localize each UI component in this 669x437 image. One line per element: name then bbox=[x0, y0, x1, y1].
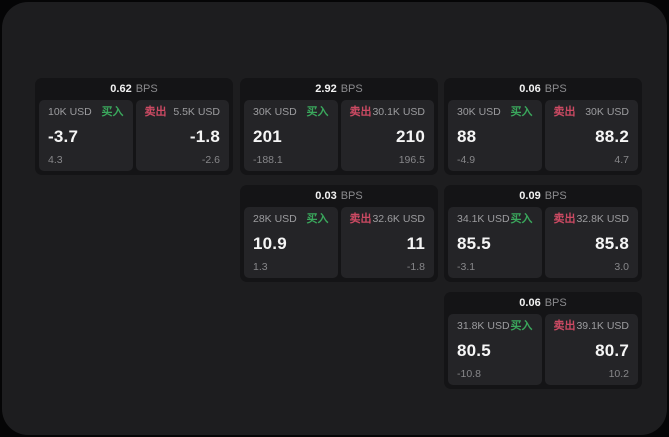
buy-amount: 28K USD bbox=[253, 213, 297, 226]
buy-panel[interactable]: 31.8K USD 买入 80.5 -10.8 bbox=[448, 314, 542, 385]
buy-price: 80.5 bbox=[457, 340, 491, 360]
buy-panel[interactable]: 34.1K USD 买入 85.5 -3.1 bbox=[448, 207, 542, 278]
card-header: 0.06 BPS bbox=[444, 78, 642, 100]
buy-amount: 30K USD bbox=[253, 106, 297, 119]
card-header: 2.92 BPS bbox=[240, 78, 438, 100]
sell-label: 卖出 bbox=[349, 106, 372, 118]
buy-price: 201 bbox=[253, 126, 282, 146]
bps-unit: BPS bbox=[544, 82, 567, 95]
sell-amount: 32.8K USD bbox=[576, 213, 629, 226]
buy-price: 85.5 bbox=[457, 233, 491, 253]
sell-sub-value: -1.8 bbox=[406, 260, 425, 273]
buy-sub-value: -3.1 bbox=[457, 260, 476, 273]
sell-sub-value: 196.5 bbox=[398, 153, 425, 166]
sell-label: 卖出 bbox=[553, 213, 576, 225]
buy-panel[interactable]: 10K USD 买入 -3.7 4.3 bbox=[39, 100, 133, 171]
bps-unit: BPS bbox=[340, 82, 363, 95]
quote-card-1: 0.62 BPS 10K USD 买入 -3.7 4.3 卖出 5.5K USD… bbox=[35, 78, 233, 175]
buy-panel[interactable]: 30K USD 买入 201 -188.1 bbox=[244, 100, 338, 171]
sell-price: 11 bbox=[406, 233, 425, 253]
bps-unit: BPS bbox=[544, 296, 567, 309]
quote-card-6: 0.06 BPS 31.8K USD 买入 80.5 -10.8 卖出 39.1… bbox=[444, 292, 642, 389]
buy-panel[interactable]: 30K USD 买入 88 -4.9 bbox=[448, 100, 542, 171]
sell-amount: 39.1K USD bbox=[576, 320, 629, 333]
sell-price: 80.7 bbox=[595, 340, 629, 360]
buy-sub-value: 4.3 bbox=[48, 153, 63, 166]
buy-sub-value: -10.8 bbox=[457, 367, 481, 380]
sell-price: -1.8 bbox=[189, 126, 220, 146]
buy-label: 买入 bbox=[510, 213, 533, 225]
sell-price: 85.8 bbox=[595, 233, 629, 253]
card-header: 0.06 BPS bbox=[444, 292, 642, 314]
sell-amount: 32.6K USD bbox=[372, 213, 425, 226]
sell-sub-value: 4.7 bbox=[614, 153, 629, 166]
bps-value: 2.92 bbox=[315, 82, 337, 95]
buy-label: 买入 bbox=[510, 320, 533, 332]
buy-amount: 34.1K USD bbox=[457, 213, 510, 226]
buy-label: 买入 bbox=[101, 106, 124, 118]
sell-panel[interactable]: 卖出 39.1K USD 80.7 10.2 bbox=[544, 314, 638, 385]
sell-panel[interactable]: 卖出 30.1K USD 210 196.5 bbox=[340, 100, 434, 171]
card-header: 0.62 BPS bbox=[35, 78, 233, 100]
buy-price: 88 bbox=[457, 126, 477, 146]
bps-unit: BPS bbox=[544, 189, 567, 202]
quote-card-4: 0.03 BPS 28K USD 买入 10.9 1.3 卖出 32.6K US… bbox=[240, 185, 438, 282]
buy-sub-value: -188.1 bbox=[253, 153, 283, 166]
buy-amount: 31.8K USD bbox=[457, 320, 510, 333]
buy-amount: 10K USD bbox=[48, 106, 92, 119]
quote-card-3: 0.06 BPS 30K USD 买入 88 -4.9 卖出 30K USD 8… bbox=[444, 78, 642, 175]
bps-value: 0.62 bbox=[110, 82, 132, 95]
buy-sub-value: 1.3 bbox=[253, 260, 268, 273]
sell-amount: 30K USD bbox=[585, 106, 629, 119]
sell-panel[interactable]: 卖出 5.5K USD -1.8 -2.6 bbox=[135, 100, 229, 171]
sell-amount: 30.1K USD bbox=[372, 106, 425, 119]
sell-sub-value: 10.2 bbox=[608, 367, 629, 380]
buy-panel[interactable]: 28K USD 买入 10.9 1.3 bbox=[244, 207, 338, 278]
buy-label: 买入 bbox=[306, 213, 329, 225]
buy-price: -3.7 bbox=[48, 126, 79, 146]
sell-price: 88.2 bbox=[595, 126, 629, 146]
sell-panel[interactable]: 卖出 30K USD 88.2 4.7 bbox=[544, 100, 638, 171]
bps-unit: BPS bbox=[340, 189, 363, 202]
bps-value: 0.03 bbox=[315, 189, 337, 202]
sell-sub-value: 3.0 bbox=[614, 260, 629, 273]
bps-value: 0.06 bbox=[519, 82, 541, 95]
buy-label: 买入 bbox=[306, 106, 329, 118]
card-header: 0.09 BPS bbox=[444, 185, 642, 207]
bps-unit: BPS bbox=[135, 82, 158, 95]
bps-value: 0.09 bbox=[519, 189, 541, 202]
buy-sub-value: -4.9 bbox=[457, 153, 476, 166]
sell-label: 卖出 bbox=[553, 106, 576, 118]
sell-panel[interactable]: 卖出 32.6K USD 11 -1.8 bbox=[340, 207, 434, 278]
sell-sub-value: -2.6 bbox=[201, 153, 220, 166]
sell-label: 卖出 bbox=[553, 320, 576, 332]
buy-amount: 30K USD bbox=[457, 106, 501, 119]
quote-card-5: 0.09 BPS 34.1K USD 买入 85.5 -3.1 卖出 32.8K… bbox=[444, 185, 642, 282]
buy-price: 10.9 bbox=[253, 233, 287, 253]
quote-card-2: 2.92 BPS 30K USD 买入 201 -188.1 卖出 30.1K … bbox=[240, 78, 438, 175]
sell-label: 卖出 bbox=[349, 213, 372, 225]
card-header: 0.03 BPS bbox=[240, 185, 438, 207]
sell-amount: 5.5K USD bbox=[173, 106, 220, 119]
sell-price: 210 bbox=[396, 126, 425, 146]
bps-value: 0.06 bbox=[519, 296, 541, 309]
buy-label: 买入 bbox=[510, 106, 533, 118]
sell-panel[interactable]: 卖出 32.8K USD 85.8 3.0 bbox=[544, 207, 638, 278]
sell-label: 卖出 bbox=[144, 106, 167, 118]
